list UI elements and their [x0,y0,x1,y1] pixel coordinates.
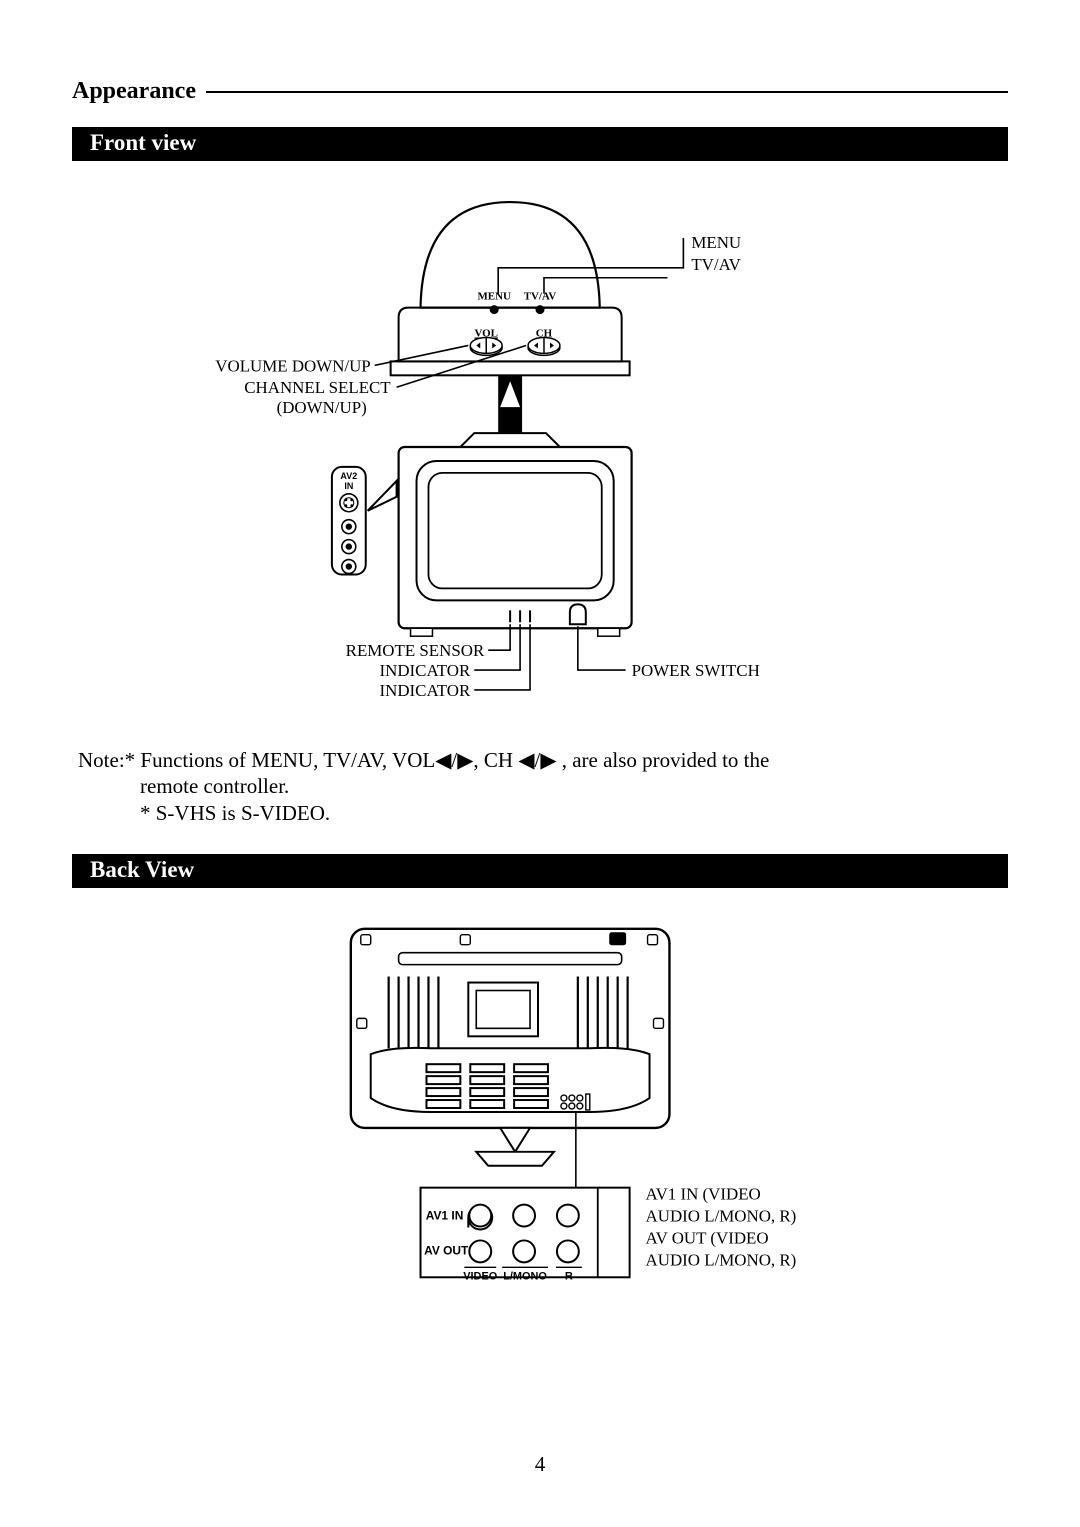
callout-power: POWER SWITCH [632,661,760,680]
panel-label-in: IN [344,481,353,491]
panel-label-av2: AV2 [340,471,357,481]
callout-avout-1: AV OUT (VIDEO [646,1228,769,1247]
callout-volume: VOLUME DOWN/UP [215,356,370,375]
front-view-figure: MENU TV/AV VOL CH [72,171,1008,731]
tv-body [399,447,632,636]
callout-remote: REMOTE SENSOR [346,641,485,660]
callout-channel2: (DOWN/UP) [277,398,367,417]
tri-left-icon: ◀ [435,748,451,772]
tri-left-icon-2: ◀ [518,748,534,772]
callout-indicator1: INDICATOR [380,661,472,680]
jack-label-av1in: AV1 IN [426,1208,464,1222]
jack-col-lmono: L/MONO [503,1270,547,1282]
note-block: Note:* Functions of MENU, TV/AV, VOL◀/▶,… [78,747,1008,826]
jack-col-video: VIDEO [463,1270,498,1282]
tri-right-icon: ▶ [457,748,473,772]
note-line1: Note:* Functions of MENU, TV/AV, VOL◀/▶,… [78,747,1008,773]
note-line1-prefix: Note:* Functions of MENU, TV/AV, VOL [78,748,435,772]
jack-label-avout: AV OUT [424,1243,469,1257]
callout-av1in-1: AV1 IN (VIDEO [646,1184,761,1203]
note-mid2: , CH [473,748,518,772]
front-view-bar: Front view [72,127,1008,161]
callout-av1in-2: AUDIO L/MONO, R) [646,1206,797,1225]
back-view-figure: AV1 IN AV OUT VI [72,898,1008,1318]
back-callout-text: AV1 IN (VIDEO AUDIO L/MONO, R) AV OUT (V… [646,1184,797,1269]
callout-indicator2: INDICATOR [380,681,472,700]
callout-channel1: CHANNEL SELECT [244,378,391,397]
note-line2: remote controller. [140,773,1008,799]
dome-unit [391,202,630,375]
tri-right-icon-2: ▶ [540,748,556,772]
page-number: 4 [0,1452,1080,1477]
appearance-heading-row: Appearance [72,78,1008,105]
back-view-bar: Back View [72,854,1008,888]
pedestal-foot [460,433,560,447]
callout-menu: MENU [691,233,741,252]
panel-label-menu: MENU [477,291,511,303]
note-line3: * S-VHS is S-VIDEO. [140,800,1008,826]
heading-rule [206,91,1008,93]
tv-rear-body [351,929,670,1166]
appearance-heading: Appearance [72,78,196,105]
note-line1-suffix: , are also provided to the [556,748,769,772]
front-view-title: Front view [90,130,196,155]
panel-label-tvav: TV/AV [524,291,557,303]
callout-avout-2: AUDIO L/MONO, R) [646,1250,797,1269]
callout-tvav: TV/AV [691,255,741,274]
av2-in-panel: AV2 IN [332,467,397,575]
back-view-title: Back View [90,857,194,882]
jack-col-r: R [565,1270,573,1282]
